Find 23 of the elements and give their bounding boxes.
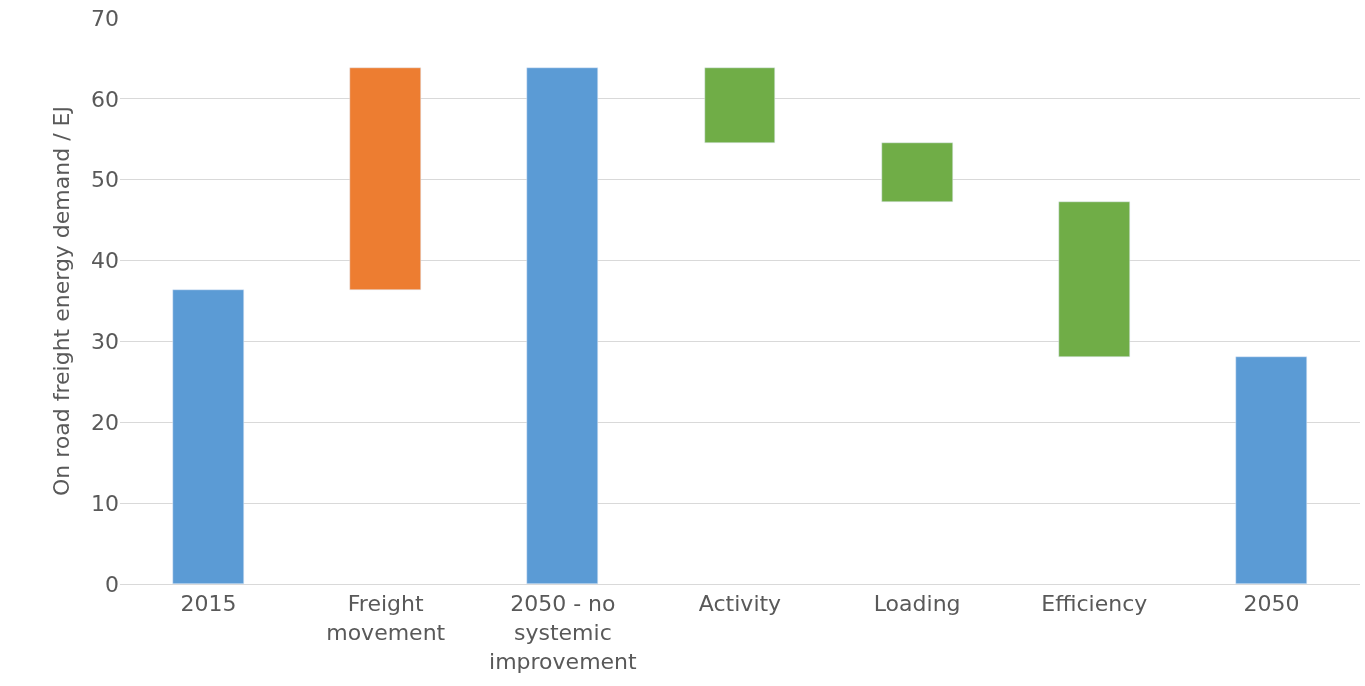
y-tick-label: 50 xyxy=(91,167,119,193)
x-tick-label: 2050 - no systemic improvement xyxy=(489,591,638,674)
y-tick-label: 20 xyxy=(91,409,119,435)
bar xyxy=(1058,201,1130,357)
x-tick-label: 2050 xyxy=(1243,591,1300,617)
bar xyxy=(172,289,244,584)
x-tick-label: Freight movement xyxy=(326,591,446,645)
bar xyxy=(881,142,953,202)
bar xyxy=(526,67,598,584)
bar xyxy=(349,67,421,290)
x-tick-label: Activity xyxy=(698,591,782,617)
x-tick-label: 2015 xyxy=(180,591,237,617)
y-axis-title: On road freight energy demand / EJ xyxy=(48,106,74,496)
x-tick-label: Efficiency xyxy=(1041,591,1148,617)
y-tick-label: 60 xyxy=(91,86,119,112)
y-tick-label: 0 xyxy=(105,571,119,597)
x-tick-label: Loading xyxy=(873,591,961,617)
bar xyxy=(1235,356,1307,584)
y-tick-label: 70 xyxy=(91,5,119,31)
bar xyxy=(704,67,775,143)
y-tick-label: 40 xyxy=(91,248,119,274)
y-tick-label: 10 xyxy=(91,490,119,516)
y-tick-label: 30 xyxy=(91,329,119,355)
